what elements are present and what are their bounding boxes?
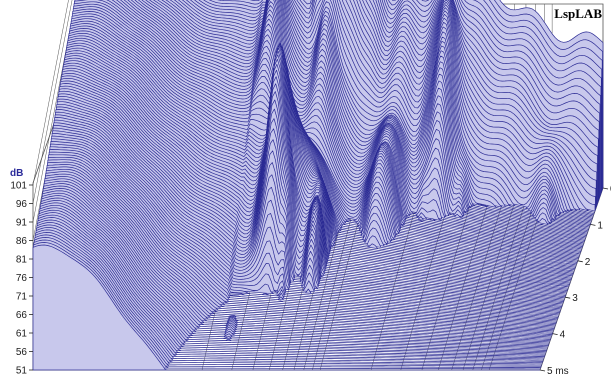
time-axis-tick [539, 369, 546, 372]
time-axis-tick [565, 296, 571, 299]
waterfall-slice [32, 244, 541, 371]
z-gridline [32, 0, 73, 204]
z-axis-tick-label: 76 [16, 273, 28, 284]
z-gridline [32, 0, 69, 186]
surface-layer [32, 0, 604, 371]
time-axis-tick-label: 2 [585, 257, 591, 268]
time-axis-tick-label: 5 ms [547, 366, 569, 377]
z-axis-tick-label: 86 [16, 236, 28, 247]
time-axis-tick-label: 3 [572, 293, 578, 304]
z-axis-tick-label: 66 [16, 310, 28, 321]
time-axis-tick [552, 333, 558, 335]
z-axis-tick-label: 61 [16, 329, 28, 340]
brand-label: LspLAB [554, 6, 602, 21]
waterfall-slice [76, 0, 584, 245]
z-axis-tick-label: 101 [10, 181, 27, 192]
z-axis-tick-label: 56 [16, 347, 28, 358]
time-axis-tick [590, 224, 596, 226]
z-axis-tick-label: 71 [16, 292, 28, 303]
axes-layer: 10196918681767166615651012345 ms [10, 181, 611, 377]
z-axis-title: dB [10, 168, 23, 179]
waterfall-slice [39, 204, 548, 351]
waterfall-slice [39, 202, 548, 350]
z-axis-tick-label: 51 [16, 366, 28, 377]
z-axis-tick-label: 91 [16, 218, 28, 229]
time-axis-tick-label: 4 [560, 330, 566, 341]
time-axis-tick-label: 1 [597, 220, 603, 231]
z-axis-tick-label: 96 [16, 199, 28, 210]
time-axis-tick [577, 260, 583, 263]
z-axis-tick-label: 81 [16, 255, 28, 266]
time-axis-tick [602, 187, 609, 190]
